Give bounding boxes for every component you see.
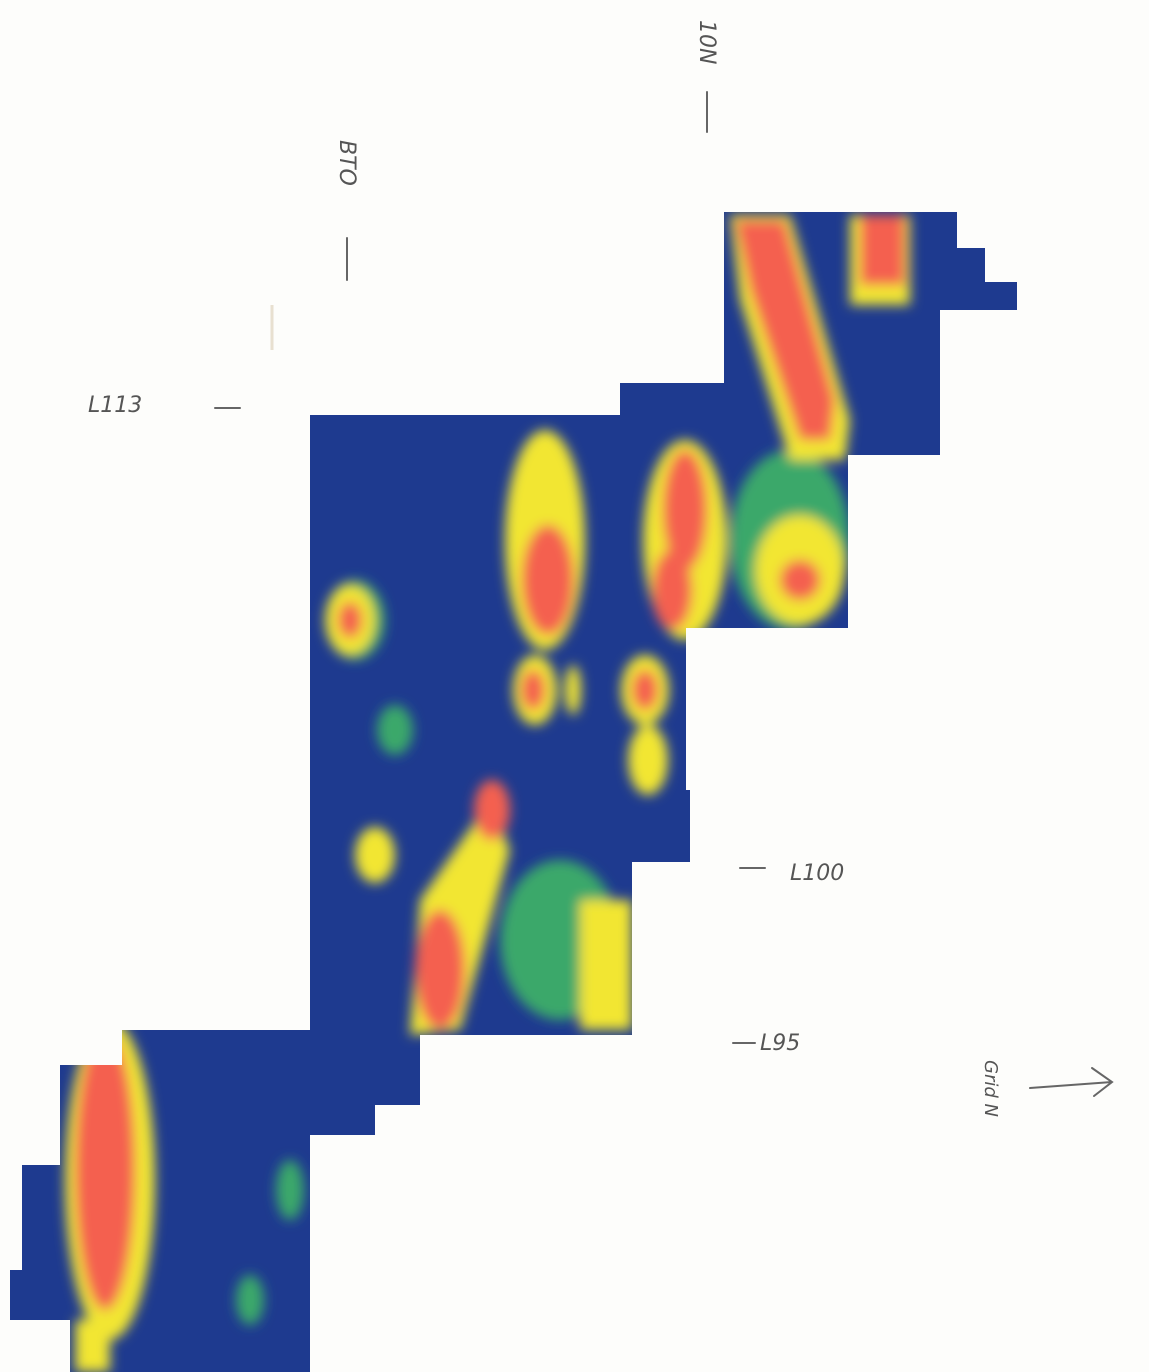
label-l100: L100	[790, 861, 844, 886]
survey-area	[10, 212, 1017, 1372]
heatmap	[10, 212, 1017, 1372]
survey-map: BTO 10N L113 L100 L95 Grid N	[0, 0, 1149, 1372]
label-l95: L95	[760, 1031, 800, 1056]
label-bto: BTO	[334, 140, 359, 186]
label-l113: L113	[88, 393, 142, 418]
label-north: Grid N	[980, 1060, 1001, 1117]
label-10n: 10N	[694, 20, 719, 64]
north-arrow	[1030, 1068, 1112, 1096]
